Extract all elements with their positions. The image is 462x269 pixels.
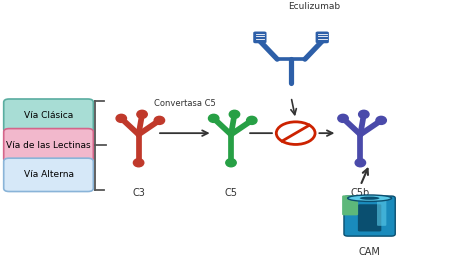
Ellipse shape bbox=[360, 197, 379, 200]
Ellipse shape bbox=[247, 116, 257, 124]
Text: Convertasa C5: Convertasa C5 bbox=[154, 99, 216, 108]
Ellipse shape bbox=[137, 110, 147, 118]
Circle shape bbox=[276, 122, 315, 144]
Text: Eculizumab: Eculizumab bbox=[288, 2, 340, 11]
Text: CAM: CAM bbox=[359, 247, 381, 257]
FancyBboxPatch shape bbox=[316, 31, 329, 43]
FancyBboxPatch shape bbox=[4, 99, 93, 132]
Text: C3: C3 bbox=[132, 188, 145, 198]
Text: Vía Clásica: Vía Clásica bbox=[24, 111, 73, 120]
FancyBboxPatch shape bbox=[342, 195, 358, 215]
FancyBboxPatch shape bbox=[377, 199, 386, 226]
Ellipse shape bbox=[226, 159, 236, 167]
Ellipse shape bbox=[338, 114, 348, 122]
Text: Vía Alterna: Vía Alterna bbox=[24, 170, 73, 179]
FancyBboxPatch shape bbox=[4, 129, 93, 162]
Ellipse shape bbox=[376, 116, 386, 124]
FancyBboxPatch shape bbox=[358, 204, 381, 231]
Ellipse shape bbox=[134, 159, 144, 167]
Ellipse shape bbox=[355, 159, 365, 167]
Text: Vía de las Lectinas: Vía de las Lectinas bbox=[6, 141, 91, 150]
Ellipse shape bbox=[116, 114, 127, 122]
FancyBboxPatch shape bbox=[253, 31, 267, 43]
FancyBboxPatch shape bbox=[344, 196, 395, 236]
Ellipse shape bbox=[208, 114, 219, 122]
Ellipse shape bbox=[154, 116, 164, 124]
FancyBboxPatch shape bbox=[4, 158, 93, 192]
Ellipse shape bbox=[348, 195, 392, 201]
Text: C5b: C5b bbox=[351, 188, 370, 198]
Ellipse shape bbox=[229, 110, 240, 118]
Ellipse shape bbox=[359, 110, 369, 118]
Text: C5: C5 bbox=[225, 188, 237, 198]
